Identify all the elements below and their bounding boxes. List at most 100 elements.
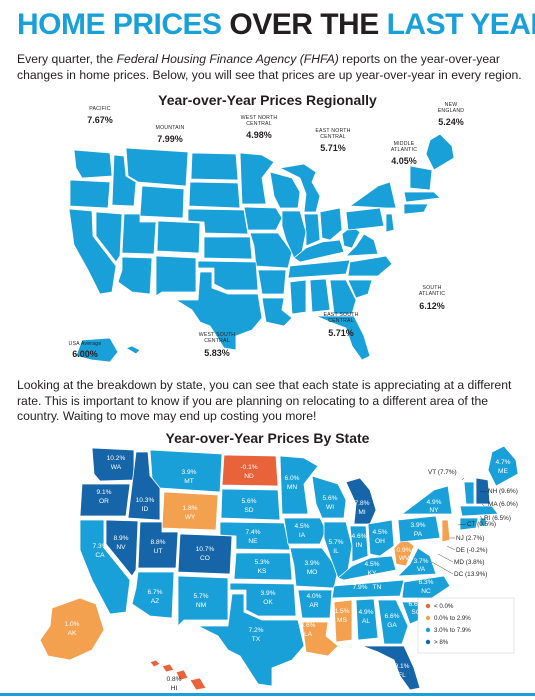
legend-swatch-negative	[425, 603, 431, 609]
state-labels: 10.2% WA 9.1% OR 7.3% CA 10.3% ID 8.9% NV 3.9…	[64, 455, 510, 690]
state-la	[301, 621, 339, 657]
state-abbr-ok: OK	[263, 599, 273, 606]
state-legend: < 0.0% 0.0% to 2.9% 3.0% to 7.9% > 8%	[417, 597, 515, 654]
region-tennessee	[287, 259, 351, 279]
state-abbr-co: CO	[200, 555, 210, 562]
region-massachusetts	[403, 191, 441, 203]
state-ct	[459, 517, 479, 531]
region-connecticut-ri	[403, 203, 429, 215]
state-va	[397, 547, 437, 577]
state-abbr-va: VA	[417, 566, 426, 573]
region-name-ma-2: ATLANTIC	[391, 147, 417, 153]
region-missouri	[249, 232, 293, 269]
state-label-il: 5.7%	[328, 539, 343, 546]
region-kansas	[203, 236, 253, 260]
region-minnesota	[239, 152, 275, 205]
state-pa	[397, 515, 441, 543]
callout-dc: DC (13.9%)	[454, 571, 487, 578]
state-abbr-wa: WA	[111, 464, 122, 471]
state-abbr-hi: HI	[171, 685, 178, 690]
state-tn	[331, 579, 405, 599]
state-abbr-ut: UT	[154, 548, 163, 555]
intro-text-after: reports on the year-over-year changes in…	[17, 52, 522, 82]
region-utah	[121, 213, 157, 255]
intro-agency: Federal Housing Finance Agency (FHFA)	[116, 52, 339, 66]
region-california	[68, 208, 117, 295]
callout-ma: MA (6.0%)	[488, 501, 518, 508]
state-label-mi: 7.8%	[354, 500, 369, 507]
callout-nj: NJ (2.7%)	[456, 535, 484, 542]
legend-label-mid: 3.0% to 7.9%	[434, 627, 471, 634]
region-hawaii	[125, 345, 141, 355]
state-mi	[345, 477, 377, 525]
state-label-la: 3.6%	[300, 622, 315, 629]
state-label-id: 10.3%	[136, 497, 155, 504]
state-nj	[441, 519, 451, 543]
state-label-ak: 1.0%	[64, 621, 79, 628]
state-label-nd: -0.1%	[240, 464, 257, 471]
region-idaho	[111, 154, 137, 207]
state-me	[487, 445, 519, 487]
region-north-carolina	[347, 255, 393, 277]
title-part-2: OVER THE	[229, 8, 379, 41]
region-north-dakota	[190, 152, 239, 181]
state-or	[79, 483, 131, 517]
state-ma	[459, 505, 499, 517]
callout-nh: NH (9.6%)	[488, 488, 518, 495]
region-value-pacific: 7.67%	[87, 115, 113, 125]
region-montana	[125, 147, 189, 187]
state-label-ms: 1.5%	[334, 608, 349, 615]
state-label-va: 3.7%	[413, 558, 428, 565]
region-value-sa: 6.12%	[419, 301, 445, 311]
state-abbr-oh: OH	[375, 538, 385, 545]
state-label-wy: 1.8%	[182, 505, 197, 512]
legend-swatch-low	[425, 615, 431, 621]
region-value-ma: 4.05%	[391, 156, 417, 166]
state-label-az: 6.7%	[147, 589, 162, 596]
region-new-jersey	[385, 213, 395, 233]
state-label-wa: 10.2%	[107, 455, 126, 462]
region-name-ne-2: ENGLAND	[438, 108, 465, 114]
state-label-ga: 6.6%	[384, 613, 399, 620]
state-label-co: 10.7%	[196, 546, 215, 553]
callout-ct: CT (0.5%)	[467, 521, 496, 528]
state-ms	[333, 599, 353, 643]
state-label-me: 4.7%	[495, 459, 510, 466]
state-ky	[337, 555, 397, 581]
region-value-mountain: 7.99%	[157, 134, 183, 144]
region-alabama	[309, 278, 331, 313]
state-ks	[233, 552, 293, 581]
state-abbr-pa: PA	[414, 531, 423, 538]
state-label-oh: 4.5%	[372, 529, 387, 536]
legend-swatch-mid	[425, 627, 431, 633]
state-abbr-nc: NC	[421, 588, 431, 595]
region-name-ne-1: NEW	[445, 102, 458, 108]
state-abbr-ak: AK	[68, 630, 77, 637]
state-abbr-tx: TX	[252, 636, 261, 643]
state-label-wi: 5.6%	[322, 495, 337, 502]
state-hi-2	[161, 663, 175, 673]
region-name-sa-2: ATLANTIC	[419, 291, 445, 297]
region-name-mountain: MOUNTAIN	[156, 125, 185, 131]
region-alaska	[75, 337, 119, 363]
region-michigan	[279, 163, 321, 213]
region-colorado	[156, 220, 201, 254]
state-nm	[177, 575, 229, 627]
state-tx	[197, 593, 305, 687]
state-callout-labels: VT (7.7%) NH (9.6%) MA (6.0%) RI (6.5%) …	[428, 469, 518, 578]
state-label-nm: 5.7%	[193, 593, 208, 600]
state-sd	[220, 488, 281, 521]
state-label-al: 4.9%	[358, 609, 373, 616]
page-title: HOME PRICES OVER THE LAST YEAR	[17, 8, 535, 42]
state-ar	[297, 589, 333, 619]
state-abbr-ny: NY	[429, 507, 439, 514]
state-abbr-ar: AR	[309, 602, 318, 609]
region-south-dakota	[188, 181, 241, 209]
region-name-sa-1: SOUTH	[422, 285, 441, 291]
state-az	[131, 571, 175, 619]
intro-text-before: Every quarter, the	[17, 52, 117, 66]
state-label-sc: 6.6%	[408, 601, 423, 608]
region-wisconsin	[269, 171, 301, 209]
state-abbr-ca: CA	[95, 552, 105, 559]
region-ohio	[319, 207, 343, 241]
